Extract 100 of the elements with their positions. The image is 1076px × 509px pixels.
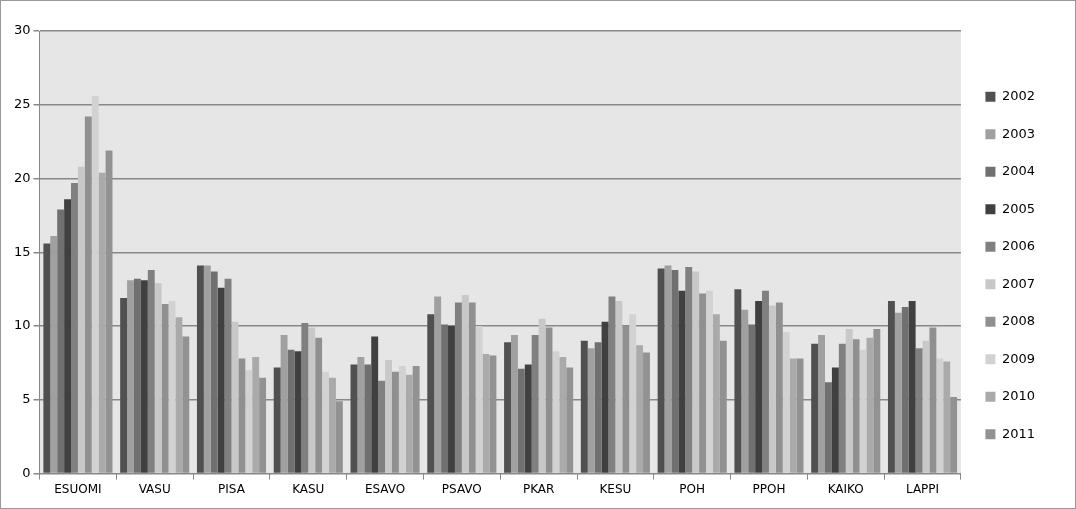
bar <box>748 324 756 473</box>
legend-label: 2002 <box>1001 88 1036 104</box>
bar <box>385 360 392 473</box>
x-tick-label: ESUOMI <box>54 481 102 496</box>
bar <box>657 268 665 473</box>
bar <box>64 199 72 473</box>
bar <box>203 265 211 473</box>
bar <box>524 364 532 473</box>
bar <box>678 290 686 473</box>
bar <box>273 367 281 473</box>
bar <box>559 357 567 473</box>
bar <box>538 318 546 473</box>
bar <box>441 324 449 473</box>
legend-label: 2003 <box>1001 125 1036 141</box>
bar <box>91 95 99 473</box>
legend-label: 2005 <box>1001 200 1036 216</box>
bar <box>552 351 560 473</box>
y-tick-label: 15 <box>14 243 31 259</box>
bar <box>50 236 58 473</box>
y-tick-label: 5 <box>22 391 31 407</box>
bar <box>594 342 602 473</box>
bar <box>175 317 183 473</box>
x-tick-label: KAIKO <box>827 481 864 496</box>
bar <box>901 306 909 473</box>
legend-label: 2010 <box>1001 388 1036 404</box>
legend-label: 2004 <box>1001 163 1036 179</box>
legend-label: 2007 <box>1001 275 1036 291</box>
x-tick-label: POH <box>679 481 706 496</box>
bar <box>671 270 679 473</box>
bar <box>448 326 455 473</box>
bar <box>818 334 826 473</box>
y-tick-label: 30 <box>14 22 31 38</box>
x-tick-label: KASU <box>292 481 325 496</box>
bar <box>210 271 218 473</box>
bar <box>615 300 623 473</box>
bar <box>434 296 442 473</box>
bar <box>43 243 51 473</box>
bar <box>866 337 874 473</box>
bar <box>706 290 713 473</box>
bar <box>943 361 951 473</box>
bar <box>629 314 637 473</box>
bar <box>98 172 106 473</box>
x-tick-label: PPOH <box>752 481 786 496</box>
legend-label: 2008 <box>1001 313 1036 329</box>
bar <box>782 331 790 473</box>
bar <box>475 326 483 473</box>
bar <box>120 298 128 473</box>
bar <box>825 382 832 473</box>
bar <box>357 357 365 473</box>
x-tick-label: ESAVO <box>364 481 406 496</box>
bar <box>322 371 330 473</box>
bar <box>887 300 895 473</box>
bar <box>427 314 435 473</box>
x-tick-label: KESU <box>599 481 632 496</box>
bar <box>329 377 336 473</box>
bar <box>712 314 720 473</box>
y-tick-label: 10 <box>14 317 31 333</box>
bar <box>768 305 776 473</box>
bar <box>461 295 469 473</box>
y-tick-label: 20 <box>14 169 31 185</box>
bar <box>280 334 288 473</box>
bar <box>231 321 239 473</box>
x-tick-label: LAPPI <box>905 481 940 496</box>
bar <box>294 351 302 473</box>
bar <box>517 368 525 473</box>
bar <box>217 287 225 473</box>
y-tick-label: 25 <box>14 96 31 112</box>
bar <box>196 265 204 473</box>
bar <box>308 327 316 473</box>
bar <box>845 329 853 473</box>
bar <box>371 336 379 473</box>
bar <box>364 364 372 473</box>
bar <box>908 300 916 473</box>
bar <box>692 271 700 473</box>
bar <box>504 342 511 473</box>
bar <box>140 280 148 473</box>
x-tick-label: PKAR <box>522 481 555 496</box>
bar <box>133 278 141 473</box>
x-tick-label: PSAVO <box>441 481 482 496</box>
bar <box>789 358 797 473</box>
bar <box>510 334 518 473</box>
legend-label: 2011 <box>1001 425 1036 441</box>
legend-label: 2009 <box>1001 350 1036 366</box>
bar <box>398 365 406 473</box>
y-tick-label: 0 <box>22 464 31 480</box>
bar <box>252 357 260 473</box>
bar <box>154 283 162 473</box>
bar <box>741 309 749 473</box>
bar <box>77 166 85 473</box>
bar <box>894 312 902 473</box>
bar <box>811 343 819 473</box>
bar <box>245 370 253 473</box>
bar <box>636 345 644 473</box>
bar <box>127 280 134 473</box>
bar <box>755 300 763 473</box>
bar <box>831 367 839 473</box>
bar <box>405 374 413 473</box>
bar <box>580 340 588 473</box>
bar <box>587 348 595 473</box>
bar <box>734 289 742 473</box>
